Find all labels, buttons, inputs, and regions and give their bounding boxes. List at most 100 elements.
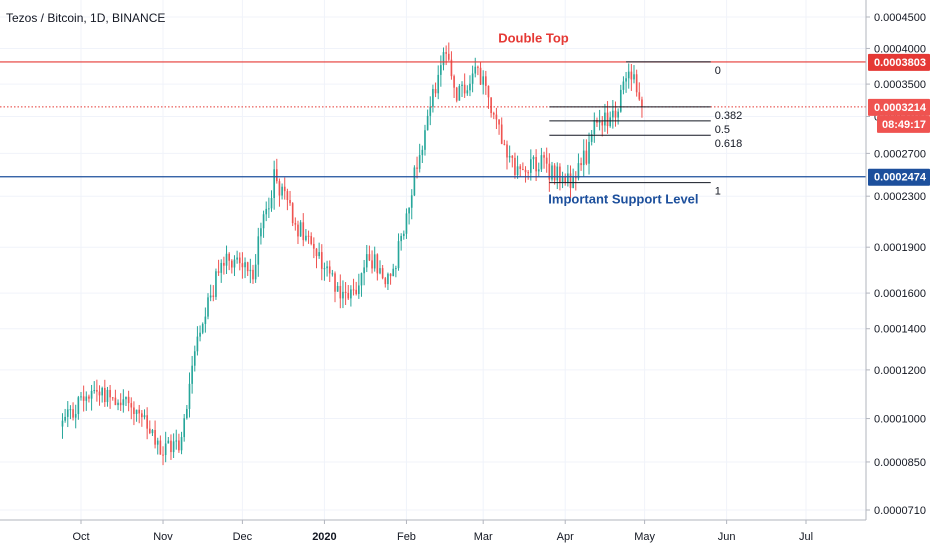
- candle-body: [387, 273, 389, 285]
- price-tick-label: 0.0000850: [874, 457, 926, 469]
- time-axis[interactable]: Oct Nov Dec 2020 Feb Mar Apr May Jun Jul: [72, 520, 813, 543]
- candle-body: [416, 167, 418, 169]
- candle-body: [294, 223, 297, 225]
- candle-body: [225, 253, 228, 266]
- candle-body: [598, 121, 601, 123]
- candle: [633, 65, 635, 84]
- candle-body: [582, 150, 585, 166]
- candle: [625, 71, 627, 93]
- candle-body: [397, 241, 400, 269]
- candle-body: [442, 52, 445, 66]
- candle-body: [80, 396, 82, 398]
- candle-body: [246, 262, 249, 272]
- candle: [156, 437, 159, 455]
- candle-body: [96, 389, 98, 392]
- candle-body: [559, 166, 561, 183]
- candle: [109, 384, 111, 409]
- candle: [461, 81, 463, 97]
- candle-body: [630, 71, 633, 80]
- candle: [305, 229, 307, 242]
- candle: [244, 257, 246, 279]
- candle: [612, 99, 614, 129]
- chart-annotation: Double Top: [498, 31, 569, 46]
- candle-body: [633, 74, 635, 80]
- candle-body: [188, 383, 191, 409]
- time-tick-label: 2020: [312, 531, 336, 543]
- candle-body: [400, 235, 402, 242]
- candle-body: [278, 181, 281, 196]
- candle-body: [138, 409, 141, 414]
- candle-body: [424, 130, 426, 150]
- candle-body: [207, 297, 209, 317]
- candle-body: [270, 198, 273, 209]
- candle-body: [617, 111, 619, 118]
- candle-body: [590, 134, 593, 142]
- candle: [204, 307, 207, 333]
- candle: [281, 183, 283, 200]
- candle: [395, 265, 397, 278]
- candle: [262, 210, 265, 238]
- candle-body: [363, 267, 365, 274]
- candle: [103, 379, 106, 407]
- candle: [577, 153, 580, 181]
- candle: [492, 111, 495, 120]
- candle-body: [474, 66, 477, 74]
- candle-body: [395, 268, 397, 270]
- candle-body: [580, 163, 582, 166]
- candle-body: [506, 144, 508, 158]
- candle: [604, 103, 606, 132]
- candle: [223, 256, 225, 275]
- candle-body: [365, 254, 368, 268]
- candle-body: [307, 235, 310, 237]
- candle: [418, 143, 421, 173]
- price-badges: 0.0003803 0.0002474 0.0003214 08:49:17: [868, 53, 930, 186]
- candle: [342, 280, 344, 309]
- price-badge: 0.0003803: [868, 53, 930, 71]
- candle: [148, 420, 151, 435]
- candle: [331, 269, 334, 277]
- candle-body: [432, 88, 434, 107]
- candle: [339, 274, 342, 309]
- candle-body: [627, 71, 630, 79]
- candle-body: [231, 260, 233, 268]
- candle-body: [334, 273, 336, 292]
- candle: [220, 259, 223, 283]
- candle: [553, 163, 556, 185]
- candle: [117, 399, 119, 411]
- candle-body: [429, 106, 432, 116]
- time-tick-label: Dec: [233, 531, 253, 543]
- candle: [506, 140, 508, 170]
- candle-body: [122, 399, 125, 406]
- candle: [413, 165, 416, 197]
- candle: [363, 259, 365, 286]
- candle-body: [141, 413, 143, 418]
- candle-body: [268, 208, 270, 210]
- candle: [524, 166, 527, 183]
- candle-body: [376, 254, 379, 274]
- price-axis[interactable]: 0.00045000.00040000.00035000.00031000.00…: [866, 12, 926, 517]
- candle-body: [164, 443, 167, 456]
- candle-body: [212, 295, 215, 297]
- candle: [487, 85, 490, 109]
- candle-body: [392, 268, 395, 277]
- fibonacci-retracement: 0 0.382 0.5 0.618 1: [549, 61, 743, 198]
- candle: [442, 47, 445, 71]
- candle-body: [223, 262, 225, 266]
- candle-body: [172, 441, 175, 453]
- price-badge-box: [868, 98, 930, 116]
- candle: [178, 433, 180, 453]
- candle-body: [426, 115, 429, 131]
- candle-body: [281, 186, 283, 196]
- candle-body: [368, 254, 371, 261]
- candle: [225, 245, 228, 275]
- fib-level-label: 0: [715, 65, 721, 77]
- candle: [191, 355, 193, 394]
- candle-body: [289, 200, 291, 204]
- candle-body: [619, 89, 622, 112]
- candle-body: [148, 428, 151, 434]
- fib-level-label: 0.382: [715, 110, 743, 122]
- candle-body: [106, 389, 109, 403]
- candle: [429, 96, 432, 126]
- candle: [291, 202, 294, 227]
